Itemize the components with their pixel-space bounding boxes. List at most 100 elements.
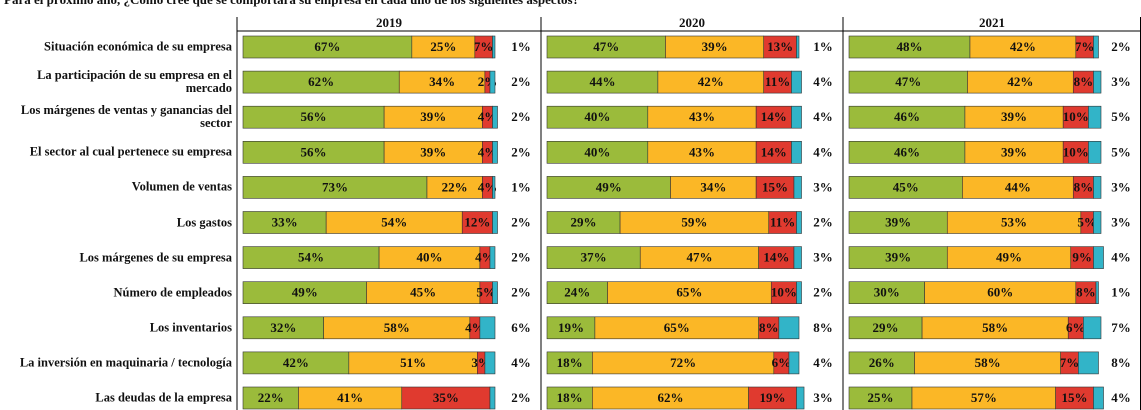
bar-segment: [796, 35, 800, 59]
value-label: 13%: [767, 39, 793, 54]
panel-title: 2019: [376, 15, 403, 30]
value-label: 7%: [1111, 320, 1131, 335]
bar-segment: [1078, 351, 1099, 375]
value-label: 2%: [511, 144, 531, 159]
value-label: 2%: [813, 285, 833, 300]
bar-segment: [1093, 35, 1099, 59]
value-label: 40%: [584, 109, 610, 124]
chart-title: Para el próximo año, ¿Cómo cree que se c…: [4, 0, 579, 8]
bar-segment: [489, 386, 496, 410]
bar-segment: [1093, 176, 1102, 199]
value-label: 5%: [1077, 214, 1097, 229]
bar-segment: [1088, 105, 1102, 129]
value-label: 39%: [420, 144, 446, 159]
value-label: 46%: [894, 144, 920, 159]
value-label: 6%: [772, 355, 792, 370]
value-label: 4%: [813, 109, 833, 124]
value-label: 2%: [1111, 39, 1131, 54]
value-label: 19%: [760, 390, 786, 405]
bar-segment: [492, 281, 498, 305]
value-label: 25%: [430, 39, 456, 54]
value-label: 2%: [511, 285, 531, 300]
value-label: 73%: [322, 179, 348, 194]
value-label: 25%: [868, 390, 894, 405]
category-label: Número de empleados: [113, 285, 232, 300]
value-label: 2%: [511, 109, 531, 124]
value-label: 7%: [1060, 355, 1080, 370]
value-label: 22%: [258, 390, 284, 405]
bar-segment: [1093, 70, 1102, 94]
category-label: La inversión en maquinaria / tecnología: [19, 355, 232, 370]
bar-segment: [489, 70, 496, 94]
value-label: 8%: [1111, 355, 1131, 370]
bar-segment: [788, 351, 800, 375]
value-label: 34%: [700, 179, 726, 194]
value-label: 5%: [476, 285, 496, 300]
value-label: 12%: [464, 214, 490, 229]
value-label: 1%: [511, 39, 531, 54]
value-label: 46%: [894, 109, 920, 124]
bar-segment: [489, 246, 496, 269]
value-label: 62%: [308, 74, 334, 89]
value-label: 14%: [761, 144, 787, 159]
value-label: 47%: [895, 74, 921, 89]
value-label: 18%: [557, 355, 583, 370]
value-label: 3%: [1111, 214, 1131, 229]
value-label: 11%: [765, 74, 790, 89]
value-label: 41%: [337, 390, 363, 405]
value-label: 60%: [987, 285, 1013, 300]
value-label: 6%: [511, 320, 531, 335]
bar-segment: [791, 70, 802, 94]
value-label: 59%: [681, 214, 707, 229]
value-label: 9%: [1072, 250, 1092, 265]
category-label: Los márgenes de su empresa: [79, 250, 232, 265]
value-label: 72%: [670, 355, 696, 370]
bar-segment: [1095, 281, 1099, 305]
value-label: 8%: [813, 320, 833, 335]
value-label: 44%: [589, 74, 615, 89]
bar-segment: [492, 105, 498, 129]
value-label: 58%: [384, 320, 410, 335]
category-label: Los gastos: [176, 215, 232, 229]
value-label: 14%: [761, 109, 787, 124]
value-label: 15%: [762, 179, 788, 194]
bar-segment: [484, 351, 496, 375]
value-label: 49%: [596, 179, 622, 194]
bar-segment: [791, 105, 802, 129]
value-label: 57%: [971, 390, 997, 405]
category-label: Las deudas de la empresa: [95, 390, 232, 405]
value-label: 32%: [270, 320, 296, 335]
category-label: El sector al cual pertenece su empresa: [29, 144, 232, 159]
bar-segment: [492, 35, 496, 59]
value-label: 18%: [557, 390, 583, 405]
bar-segment: [793, 176, 802, 199]
panel-title: 2020: [679, 15, 705, 30]
value-label: 6%: [1066, 320, 1086, 335]
value-label: 2%: [511, 74, 531, 89]
value-label: 1%: [1111, 285, 1131, 300]
value-label: 22%: [442, 179, 468, 194]
value-label: 24%: [564, 285, 590, 300]
value-label: 15%: [1062, 390, 1088, 405]
value-label: 7%: [474, 39, 494, 54]
value-label: 14%: [763, 250, 789, 265]
value-label: 39%: [1001, 144, 1027, 159]
value-label: 37%: [581, 250, 607, 265]
value-label: 39%: [1001, 109, 1027, 124]
value-label: 39%: [420, 109, 446, 124]
value-label: 47%: [686, 250, 712, 265]
bar-segment: [492, 211, 498, 234]
value-label: 42%: [283, 355, 309, 370]
bar-segment: [492, 141, 498, 164]
value-label: 19%: [558, 320, 584, 335]
value-label: 33%: [272, 214, 298, 229]
value-label: 39%: [885, 250, 911, 265]
value-label: 8%: [1076, 285, 1096, 300]
category-label: Los márgenes de ventas y ganancias del s…: [20, 103, 232, 131]
value-label: 29%: [571, 214, 597, 229]
bar-segment: [778, 316, 800, 340]
value-label: 8%: [1074, 74, 1094, 89]
value-label: 56%: [301, 109, 327, 124]
